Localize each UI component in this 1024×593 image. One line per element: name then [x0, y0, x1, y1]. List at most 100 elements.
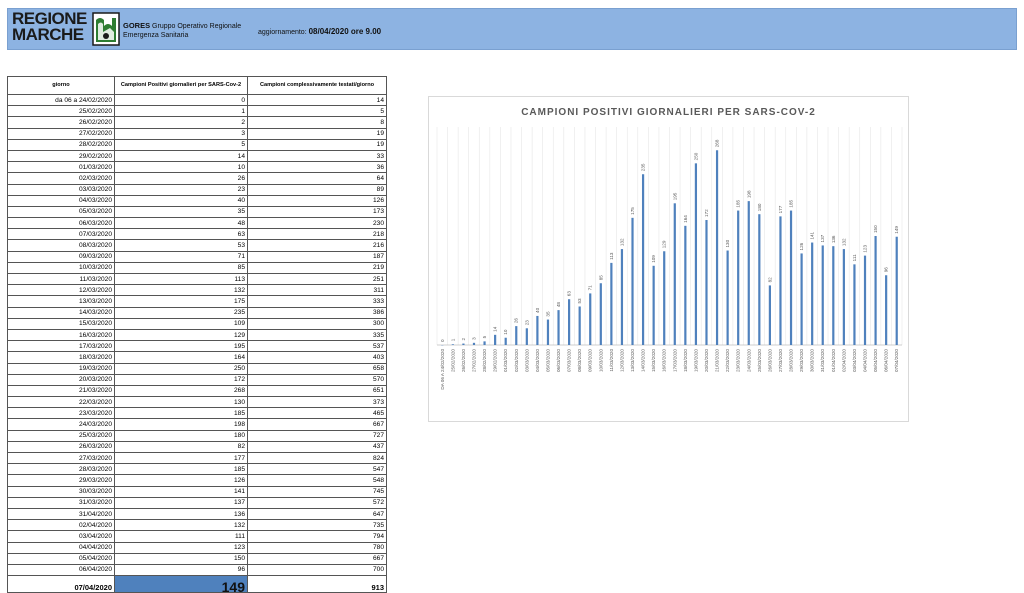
chart-bar [642, 174, 644, 345]
chart-tick-label: 18/03/2020 [683, 349, 688, 372]
cell-tested: 824 [248, 453, 387, 464]
chart-bar [790, 211, 792, 345]
chart-tick-label: 13/03/2020 [630, 349, 635, 372]
cell-tested: 794 [248, 531, 387, 542]
cell-day: 27/02/2020 [8, 128, 115, 139]
cell-day: 14/03/2020 [8, 307, 115, 318]
cell-tested: 19 [248, 139, 387, 150]
chart-data-label: 137 [820, 234, 825, 242]
cell-day: 01/03/2020 [8, 162, 115, 173]
cell-tested: 386 [248, 307, 387, 318]
cell-positive: 198 [115, 419, 248, 430]
cell-tested: 230 [248, 218, 387, 229]
chart-bar [483, 341, 485, 345]
chart-data-label: 82 [767, 277, 772, 283]
chart-data-label: 141 [810, 231, 815, 239]
cell-day: 07/03/2020 [8, 229, 115, 240]
cell-tested: 89 [248, 184, 387, 195]
chart-tick-label: 25/02/2020 [450, 349, 455, 372]
chart-tick-label: 23/03/2020 [736, 349, 741, 372]
cell-positive: 5 [115, 139, 248, 150]
chart-data-label: 175 [630, 207, 635, 215]
cell-positive: 141 [115, 486, 248, 497]
chart-data-label: 71 [588, 285, 593, 291]
cell-positive: 0 [115, 95, 248, 106]
cell-positive: 175 [115, 296, 248, 307]
cell-positive: 113 [115, 274, 248, 285]
cell-tested: 735 [248, 520, 387, 531]
chart-data-label: 126 [799, 242, 804, 250]
cell-tested: 913 [248, 576, 387, 593]
cell-day: da 06 a 24/02/2020 [8, 95, 115, 106]
cell-positive: 10 [115, 162, 248, 173]
cell-tested: 403 [248, 352, 387, 363]
update-label: aggiornamento: [258, 29, 307, 36]
chart-data-label: 185 [736, 199, 741, 207]
chart-bar [526, 328, 528, 345]
table-header-row: giorno Campioni Positivi giornalieri per… [8, 77, 387, 95]
chart-tick-label: 15/03/2020 [651, 349, 656, 372]
cell-positive: 136 [115, 508, 248, 519]
chart-data-label: 26 [514, 318, 519, 324]
chart-bar [779, 216, 781, 345]
header-banner: REGIONE MARCHE GORES Gruppo Operativo Re… [7, 8, 1017, 50]
logo-line-2: MARCHE [12, 27, 87, 43]
cell-day: 02/04/2020 [8, 520, 115, 531]
chart-data-label: 1 [450, 338, 455, 341]
chart-bar [462, 344, 464, 345]
cell-positive: 250 [115, 363, 248, 374]
cell-positive: 2 [115, 117, 248, 128]
chart-data-label: 35 [545, 311, 550, 317]
chart-tick-label: 26/02/2020 [461, 349, 466, 372]
cell-tested: 219 [248, 262, 387, 273]
cell-positive: 180 [115, 430, 248, 441]
org-name: GORES [123, 21, 150, 30]
cell-day: 11/03/2020 [8, 274, 115, 285]
cell-tested: 667 [248, 553, 387, 564]
chart-tick-label: 03/03/2020 [524, 349, 529, 372]
cell-tested: 465 [248, 408, 387, 419]
daily-samples-table: giorno Campioni Positivi giornalieri per… [7, 76, 387, 593]
cell-tested: 780 [248, 542, 387, 553]
cell-tested: 548 [248, 475, 387, 486]
chart-data-label: 235 [641, 163, 646, 171]
chart-data-label: 123 [863, 245, 868, 253]
chart-bar [610, 263, 612, 345]
cell-day: 28/02/2020 [8, 139, 115, 150]
org-desc-1: Gruppo Operativo Regionale [152, 23, 241, 30]
chart-data-label: 2 [461, 338, 466, 341]
cell-positive-highlight: 149 [115, 576, 248, 593]
cell-day: 13/03/2020 [8, 296, 115, 307]
cell-tested: 335 [248, 329, 387, 340]
chart-bar [695, 163, 697, 345]
chart-data-label: 109 [651, 255, 656, 263]
chart-tick-label: 28/03/2020 [789, 349, 794, 372]
chart-data-label: 113 [609, 252, 614, 260]
cell-day: 12/03/2020 [8, 285, 115, 296]
chart-tick-label: 29/03/2020 [799, 349, 804, 372]
cell-day: 30/03/2020 [8, 486, 115, 497]
chart-bar [631, 218, 633, 345]
cell-day: 10/03/2020 [8, 262, 115, 273]
chart-bar [705, 220, 707, 345]
cell-tested: 547 [248, 464, 387, 475]
cell-tested: 218 [248, 229, 387, 240]
cell-day: 19/03/2020 [8, 363, 115, 374]
chart-data-label: 129 [662, 240, 667, 248]
cell-day: 27/03/2020 [8, 453, 115, 464]
chart-bar [758, 214, 760, 345]
